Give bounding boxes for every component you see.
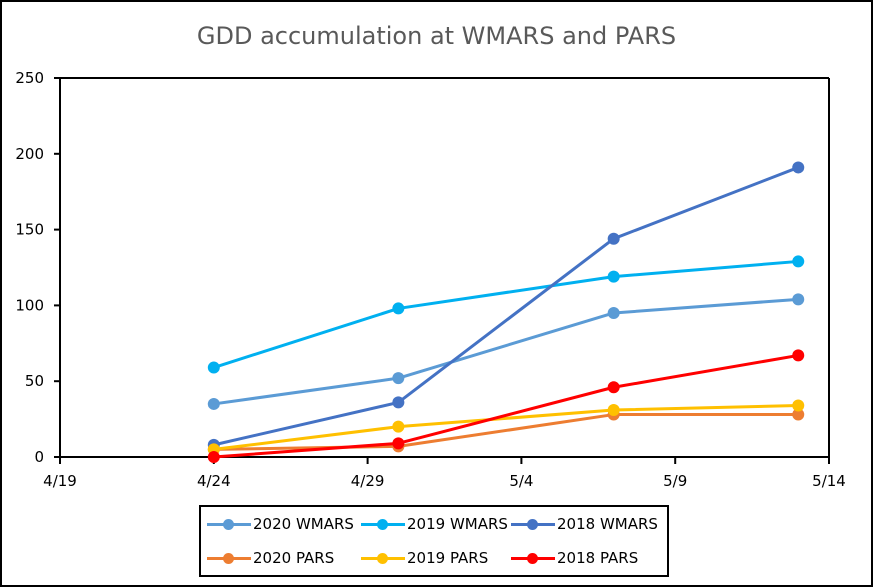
x-tick-label: 5/14 — [812, 472, 846, 490]
x-tick-label: 4/24 — [197, 472, 231, 490]
data-point — [607, 270, 620, 283]
series-2018-pars — [207, 349, 805, 463]
series-line — [213, 413, 799, 451]
x-tick-label: 4/19 — [43, 472, 77, 490]
series-2019-wmars — [207, 255, 805, 374]
legend-item: 2020 PARS — [207, 547, 334, 569]
data-point — [607, 381, 620, 394]
legend-label: 2019 PARS — [407, 549, 489, 567]
data-point — [607, 404, 620, 417]
legend-label: 2018 PARS — [557, 549, 639, 567]
data-point — [392, 396, 405, 409]
y-tick-label: 0 — [34, 448, 44, 466]
legend-marker-icon — [361, 513, 405, 535]
data-point — [792, 349, 805, 362]
legend: 2020 WMARS 2019 WMARS 2018 WMARS 2020 PARS 2… — [199, 505, 669, 577]
series-layer — [207, 161, 805, 463]
data-point — [607, 232, 620, 245]
legend-item: 2019 WMARS — [361, 513, 508, 535]
series-line — [213, 353, 799, 459]
legend-item: 2019 PARS — [361, 547, 488, 569]
data-point — [792, 293, 805, 306]
series-2020-wmars — [207, 293, 805, 410]
x-tick-label: 5/4 — [509, 472, 533, 490]
data-point — [207, 451, 220, 463]
legend-marker-icon — [511, 547, 555, 569]
data-point — [792, 399, 805, 412]
data-point — [392, 302, 405, 315]
legend-item: 2018 PARS — [511, 547, 638, 569]
data-point — [607, 306, 620, 319]
series-line — [213, 403, 799, 451]
data-point — [392, 420, 405, 433]
legend-label: 2020 PARS — [253, 549, 335, 567]
data-point — [207, 397, 220, 410]
axes: 0 50 100 150 200 250 4/19 4/24 4/29 5/4 5/9 5/14 — [15, 69, 845, 490]
legend-label: 2019 WMARS — [407, 515, 508, 533]
y-tick-label: 50 — [25, 372, 44, 390]
legend-marker-icon — [361, 547, 405, 569]
data-point — [792, 408, 805, 421]
series-line — [213, 297, 799, 406]
legend-marker-icon — [207, 513, 251, 535]
legend-marker-icon — [207, 547, 251, 569]
chart-title: GDD accumulation at WMARS and PARS — [196, 22, 677, 50]
y-tick-label: 200 — [15, 145, 44, 163]
legend-marker-icon — [511, 513, 555, 535]
legend-item: 2020 WMARS — [207, 513, 354, 535]
legend-label: 2020 WMARS — [253, 515, 354, 533]
data-point — [392, 437, 405, 450]
data-point — [792, 161, 805, 174]
data-point — [792, 255, 805, 268]
series-line — [213, 166, 799, 447]
x-tick-label: 4/29 — [351, 472, 385, 490]
y-tick-label: 100 — [15, 296, 44, 314]
series-line — [213, 259, 799, 369]
y-tick-label: 250 — [15, 69, 44, 87]
legend-item: 2018 WMARS — [511, 513, 658, 535]
data-point — [207, 361, 220, 374]
data-point — [392, 372, 405, 385]
x-tick-label: 5/9 — [663, 472, 687, 490]
y-tick-label: 150 — [15, 221, 44, 239]
legend-label: 2018 WMARS — [557, 515, 658, 533]
